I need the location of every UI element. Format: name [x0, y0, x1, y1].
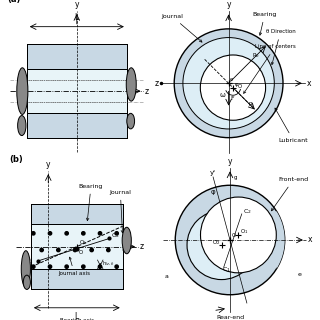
Polygon shape [268, 212, 285, 268]
Text: Lubricant: Lubricant [275, 108, 308, 143]
Text: Journal: Journal [161, 14, 202, 42]
Text: Bearing axis: Bearing axis [60, 318, 94, 320]
Ellipse shape [127, 113, 135, 129]
Text: y: y [228, 157, 232, 166]
Text: y: y [75, 0, 79, 9]
Ellipse shape [126, 68, 136, 101]
Text: C$_1$: C$_1$ [26, 257, 34, 266]
Polygon shape [31, 204, 123, 224]
Text: R$_j$: R$_j$ [248, 101, 255, 111]
Text: Line of centers: Line of centers [244, 44, 295, 93]
Text: L: L [75, 312, 79, 320]
Text: x: x [308, 236, 312, 244]
Circle shape [174, 29, 283, 138]
Polygon shape [31, 269, 123, 289]
Text: Bearing: Bearing [252, 12, 277, 35]
Text: y: y [46, 160, 51, 169]
Text: L: L [75, 13, 79, 22]
Text: (a): (a) [7, 0, 20, 4]
Text: z: z [140, 242, 144, 251]
Polygon shape [27, 69, 127, 113]
Text: φ: φ [211, 189, 216, 195]
Text: z: z [155, 79, 159, 88]
Circle shape [187, 211, 256, 280]
Text: y': y' [210, 170, 216, 176]
Text: θ Direction: θ Direction [266, 29, 295, 65]
Text: C$_2$: C$_2$ [244, 207, 252, 216]
Text: Journal: Journal [109, 190, 131, 233]
Polygon shape [31, 224, 123, 269]
Text: ω: ω [220, 92, 226, 98]
Text: O: O [79, 250, 83, 255]
Text: e: e [297, 272, 301, 277]
Text: y: y [226, 0, 231, 9]
Text: h$_{(z,t)}$: h$_{(z,t)}$ [102, 260, 115, 268]
Circle shape [183, 37, 274, 129]
Text: e: e [230, 77, 233, 82]
Text: Journal axis: Journal axis [59, 257, 91, 276]
Polygon shape [27, 44, 127, 69]
Circle shape [175, 185, 285, 295]
Text: R$_b$: R$_b$ [252, 51, 260, 60]
Text: Rear-end: Rear-end [216, 315, 244, 320]
Ellipse shape [21, 251, 30, 287]
Text: C$_1$: C$_1$ [222, 266, 231, 275]
Text: g: g [233, 175, 237, 180]
Circle shape [201, 197, 276, 273]
Ellipse shape [122, 227, 131, 254]
Text: Bearing: Bearing [79, 183, 103, 221]
Text: O$_1$: O$_1$ [240, 227, 249, 236]
Text: a: a [165, 274, 169, 279]
Text: F: F [231, 96, 235, 101]
Polygon shape [27, 113, 127, 138]
Text: x: x [307, 79, 311, 88]
Text: z: z [145, 87, 149, 96]
Text: O: O [238, 84, 243, 89]
Ellipse shape [18, 116, 26, 136]
Ellipse shape [17, 68, 28, 115]
Text: O: O [232, 234, 236, 238]
Text: O$_2$: O$_2$ [212, 238, 221, 247]
Text: φ: φ [235, 82, 238, 87]
Text: (b): (b) [10, 155, 23, 164]
Text: O$_b$: O$_b$ [79, 239, 87, 247]
Ellipse shape [23, 275, 30, 289]
Text: Front-end: Front-end [271, 177, 308, 211]
Text: C$_2$: C$_2$ [111, 231, 120, 240]
Circle shape [200, 55, 266, 120]
